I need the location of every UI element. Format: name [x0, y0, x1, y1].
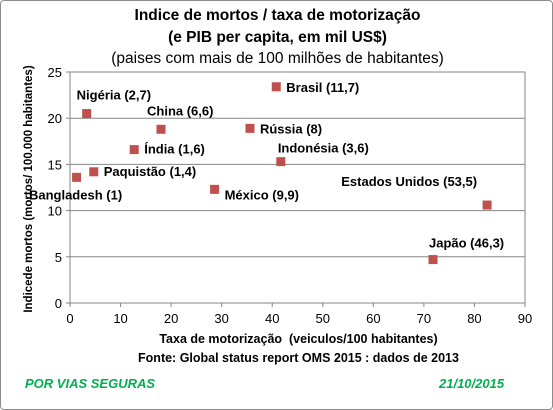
footer-date: 21/10/2015	[439, 376, 505, 391]
x-tick-label: 90	[518, 311, 532, 326]
data-point	[428, 255, 438, 265]
y-tick-label: 15	[48, 157, 62, 172]
x-tick-label: 50	[316, 311, 330, 326]
data-point	[156, 124, 166, 134]
x-axis-label: Taxa de motorização (veiculos/100 habita…	[159, 332, 438, 346]
y-tick-label: 10	[48, 204, 62, 219]
data-label: Indonésia (3,6)	[278, 141, 369, 156]
x-tick-label: 30	[214, 311, 228, 326]
data-point	[245, 123, 255, 133]
source-note: Fonte: Global status report OMS 2015 : d…	[138, 351, 459, 365]
data-label: Nigéria (2,7)	[77, 88, 151, 103]
plot-area-border	[69, 71, 526, 304]
y-tick-label: 5	[55, 250, 62, 265]
data-label: Estados Unidos (53,5)	[341, 174, 477, 189]
y-tick-label: 20	[48, 111, 62, 126]
x-tick-label: 40	[265, 311, 279, 326]
x-tick-label: 10	[113, 311, 127, 326]
x-tick-label: 0	[66, 311, 73, 326]
data-label: Japão (46,3)	[429, 236, 504, 251]
data-label: México (9,9)	[225, 187, 299, 202]
data-label: China (6,6)	[147, 103, 213, 118]
footer-left-text: POR VIAS SEGURAS	[25, 376, 156, 391]
chart-title: Indice de mortos / taxa de motorização	[134, 7, 421, 24]
data-label: Paquistão (1,4)	[104, 164, 196, 179]
data-point	[482, 200, 492, 210]
data-label: Brasil (11,7)	[286, 80, 359, 95]
y-tick-label: 25	[48, 65, 62, 80]
data-point	[210, 184, 220, 194]
data-point	[129, 145, 139, 155]
data-label: Bangladesh (1)	[29, 187, 122, 202]
data-label: Índia (1,6)	[144, 142, 205, 157]
data-point	[89, 167, 99, 177]
data-label: Rússia (8)	[260, 121, 322, 136]
data-point	[72, 172, 82, 182]
x-tick-label: 20	[164, 311, 178, 326]
data-point	[82, 109, 92, 119]
y-tick-label: 0	[55, 296, 62, 311]
chart-title-line2: (e PIB per capita, em mil US$)	[168, 29, 387, 46]
chart-subtitle: (paises com mais de 100 milhões de habit…	[111, 50, 444, 67]
x-tick-label: 60	[366, 311, 380, 326]
x-tick-label: 70	[417, 311, 431, 326]
data-point	[271, 82, 281, 92]
x-tick-label: 80	[467, 311, 481, 326]
data-point	[276, 157, 286, 167]
